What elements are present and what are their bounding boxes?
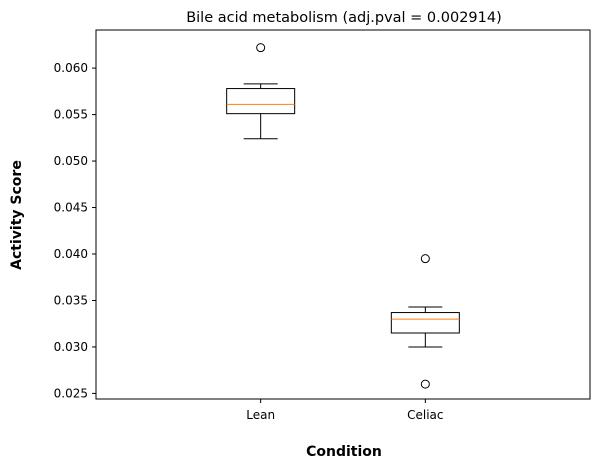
x-tick-label: Celiac <box>407 408 443 422</box>
x-axis-label: Condition <box>306 444 382 460</box>
x-tick-label: Lean <box>246 408 275 422</box>
y-tick-label: 0.050 <box>54 154 88 168</box>
y-tick-label: 0.025 <box>54 386 88 400</box>
box-lean <box>226 43 296 140</box>
box-iqr <box>390 312 460 334</box>
y-tick-label: 0.045 <box>54 201 88 215</box>
box-celiac <box>390 254 460 389</box>
outlier-point <box>256 43 266 53</box>
y-tick-label: 0.055 <box>54 108 88 122</box>
plot-frame <box>95 29 591 400</box>
y-tick-label: 0.035 <box>54 293 88 307</box>
y-tick-label: 0.060 <box>54 61 88 75</box>
chart-title: Bile acid metabolism (adj.pval = 0.00291… <box>186 10 502 26</box>
y-tick-label: 0.030 <box>54 340 88 354</box>
box-series <box>226 43 460 389</box>
y-axis-ticks: 0.025 0.030 0.035 0.040 0.045 0.050 0.055 0.060 <box>54 61 96 400</box>
outlier-point <box>420 379 430 389</box>
y-tick-label: 0.040 <box>54 247 88 261</box>
x-axis-ticks: Lean Celiac <box>246 399 444 422</box>
y-axis-label: Activity Score <box>9 160 25 270</box>
outlier-point <box>420 254 430 264</box>
box-iqr <box>226 88 296 115</box>
